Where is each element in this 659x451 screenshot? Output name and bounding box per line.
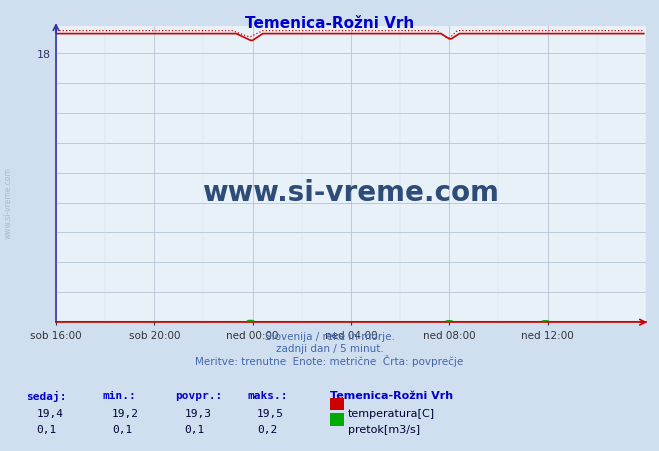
Text: Meritve: trenutne  Enote: metrične  Črta: povprečje: Meritve: trenutne Enote: metrične Črta: … [195,354,464,366]
Text: 19,4: 19,4 [36,408,63,418]
Text: maks.:: maks.: [247,390,287,400]
Text: min.:: min.: [102,390,136,400]
Text: 19,5: 19,5 [257,408,284,418]
Text: Temenica-Rožni Vrh: Temenica-Rožni Vrh [245,16,414,31]
Text: 0,1: 0,1 [112,424,132,434]
Text: www.si-vreme.com: www.si-vreme.com [3,167,13,239]
Text: 0,1: 0,1 [36,424,57,434]
Text: 19,2: 19,2 [112,408,139,418]
Text: 0,1: 0,1 [185,424,205,434]
Text: sedaj:: sedaj: [26,390,67,401]
Text: povpr.:: povpr.: [175,390,222,400]
Text: Temenica-Rožni Vrh: Temenica-Rožni Vrh [330,390,453,400]
Text: zadnji dan / 5 minut.: zadnji dan / 5 minut. [275,343,384,353]
Text: 0,2: 0,2 [257,424,277,434]
Text: 19,3: 19,3 [185,408,212,418]
Text: temperatura[C]: temperatura[C] [348,408,435,418]
Text: www.si-vreme.com: www.si-vreme.com [202,179,500,207]
Text: Slovenija / reke in morje.: Slovenija / reke in morje. [264,331,395,341]
Text: pretok[m3/s]: pretok[m3/s] [348,424,420,434]
